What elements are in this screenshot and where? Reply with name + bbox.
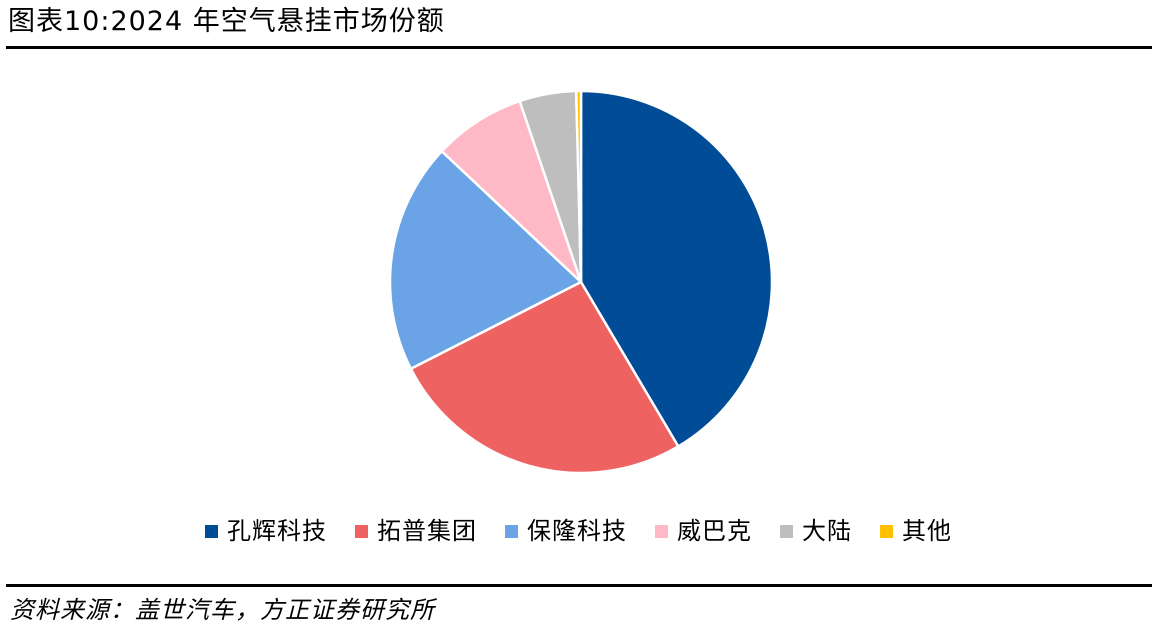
pie-slice-tuopu	[409, 280, 680, 475]
legend-label-others: 其他	[902, 517, 952, 545]
legend-item-others: 其他	[880, 516, 952, 546]
legend-swatch-baolong	[505, 524, 518, 538]
legend-swatch-continental	[780, 524, 793, 538]
title-divider	[6, 46, 1152, 49]
pie-slice-vibracoustic	[440, 99, 583, 284]
legend-item-vibracoustic: 威巴克	[655, 516, 752, 546]
pie-slice-others	[574, 89, 583, 284]
legend-label-tuopu: 拓普集团	[377, 517, 477, 545]
legend-label-konghui: 孔辉科技	[227, 517, 327, 545]
legend-label-vibracoustic: 威巴克	[677, 517, 752, 545]
pie-slice-konghui	[579, 89, 774, 448]
legend-swatch-vibracoustic	[655, 524, 668, 538]
figure-title: 图表10:2024 年空气悬挂市场份额	[8, 6, 445, 37]
legend-label-continental: 大陆	[802, 517, 852, 545]
legend-swatch-tuopu	[355, 524, 368, 538]
legend-swatch-konghui	[205, 524, 218, 538]
source-divider	[6, 584, 1152, 587]
legend-label-baolong: 保隆科技	[527, 517, 627, 545]
legend-item-continental: 大陆	[780, 516, 852, 546]
legend-item-baolong: 保隆科技	[505, 516, 627, 546]
legend-item-tuopu: 拓普集团	[355, 516, 477, 546]
legend-item-konghui: 孔辉科技	[205, 516, 327, 546]
pie-slice-baolong	[388, 150, 583, 370]
source-note: 资料来源：盖世汽车，方正证券研究所	[10, 596, 435, 624]
legend-swatch-others	[880, 524, 893, 538]
chart-legend: 孔辉科技 拓普集团 保隆科技 威巴克 大陆 其他	[0, 514, 1157, 548]
